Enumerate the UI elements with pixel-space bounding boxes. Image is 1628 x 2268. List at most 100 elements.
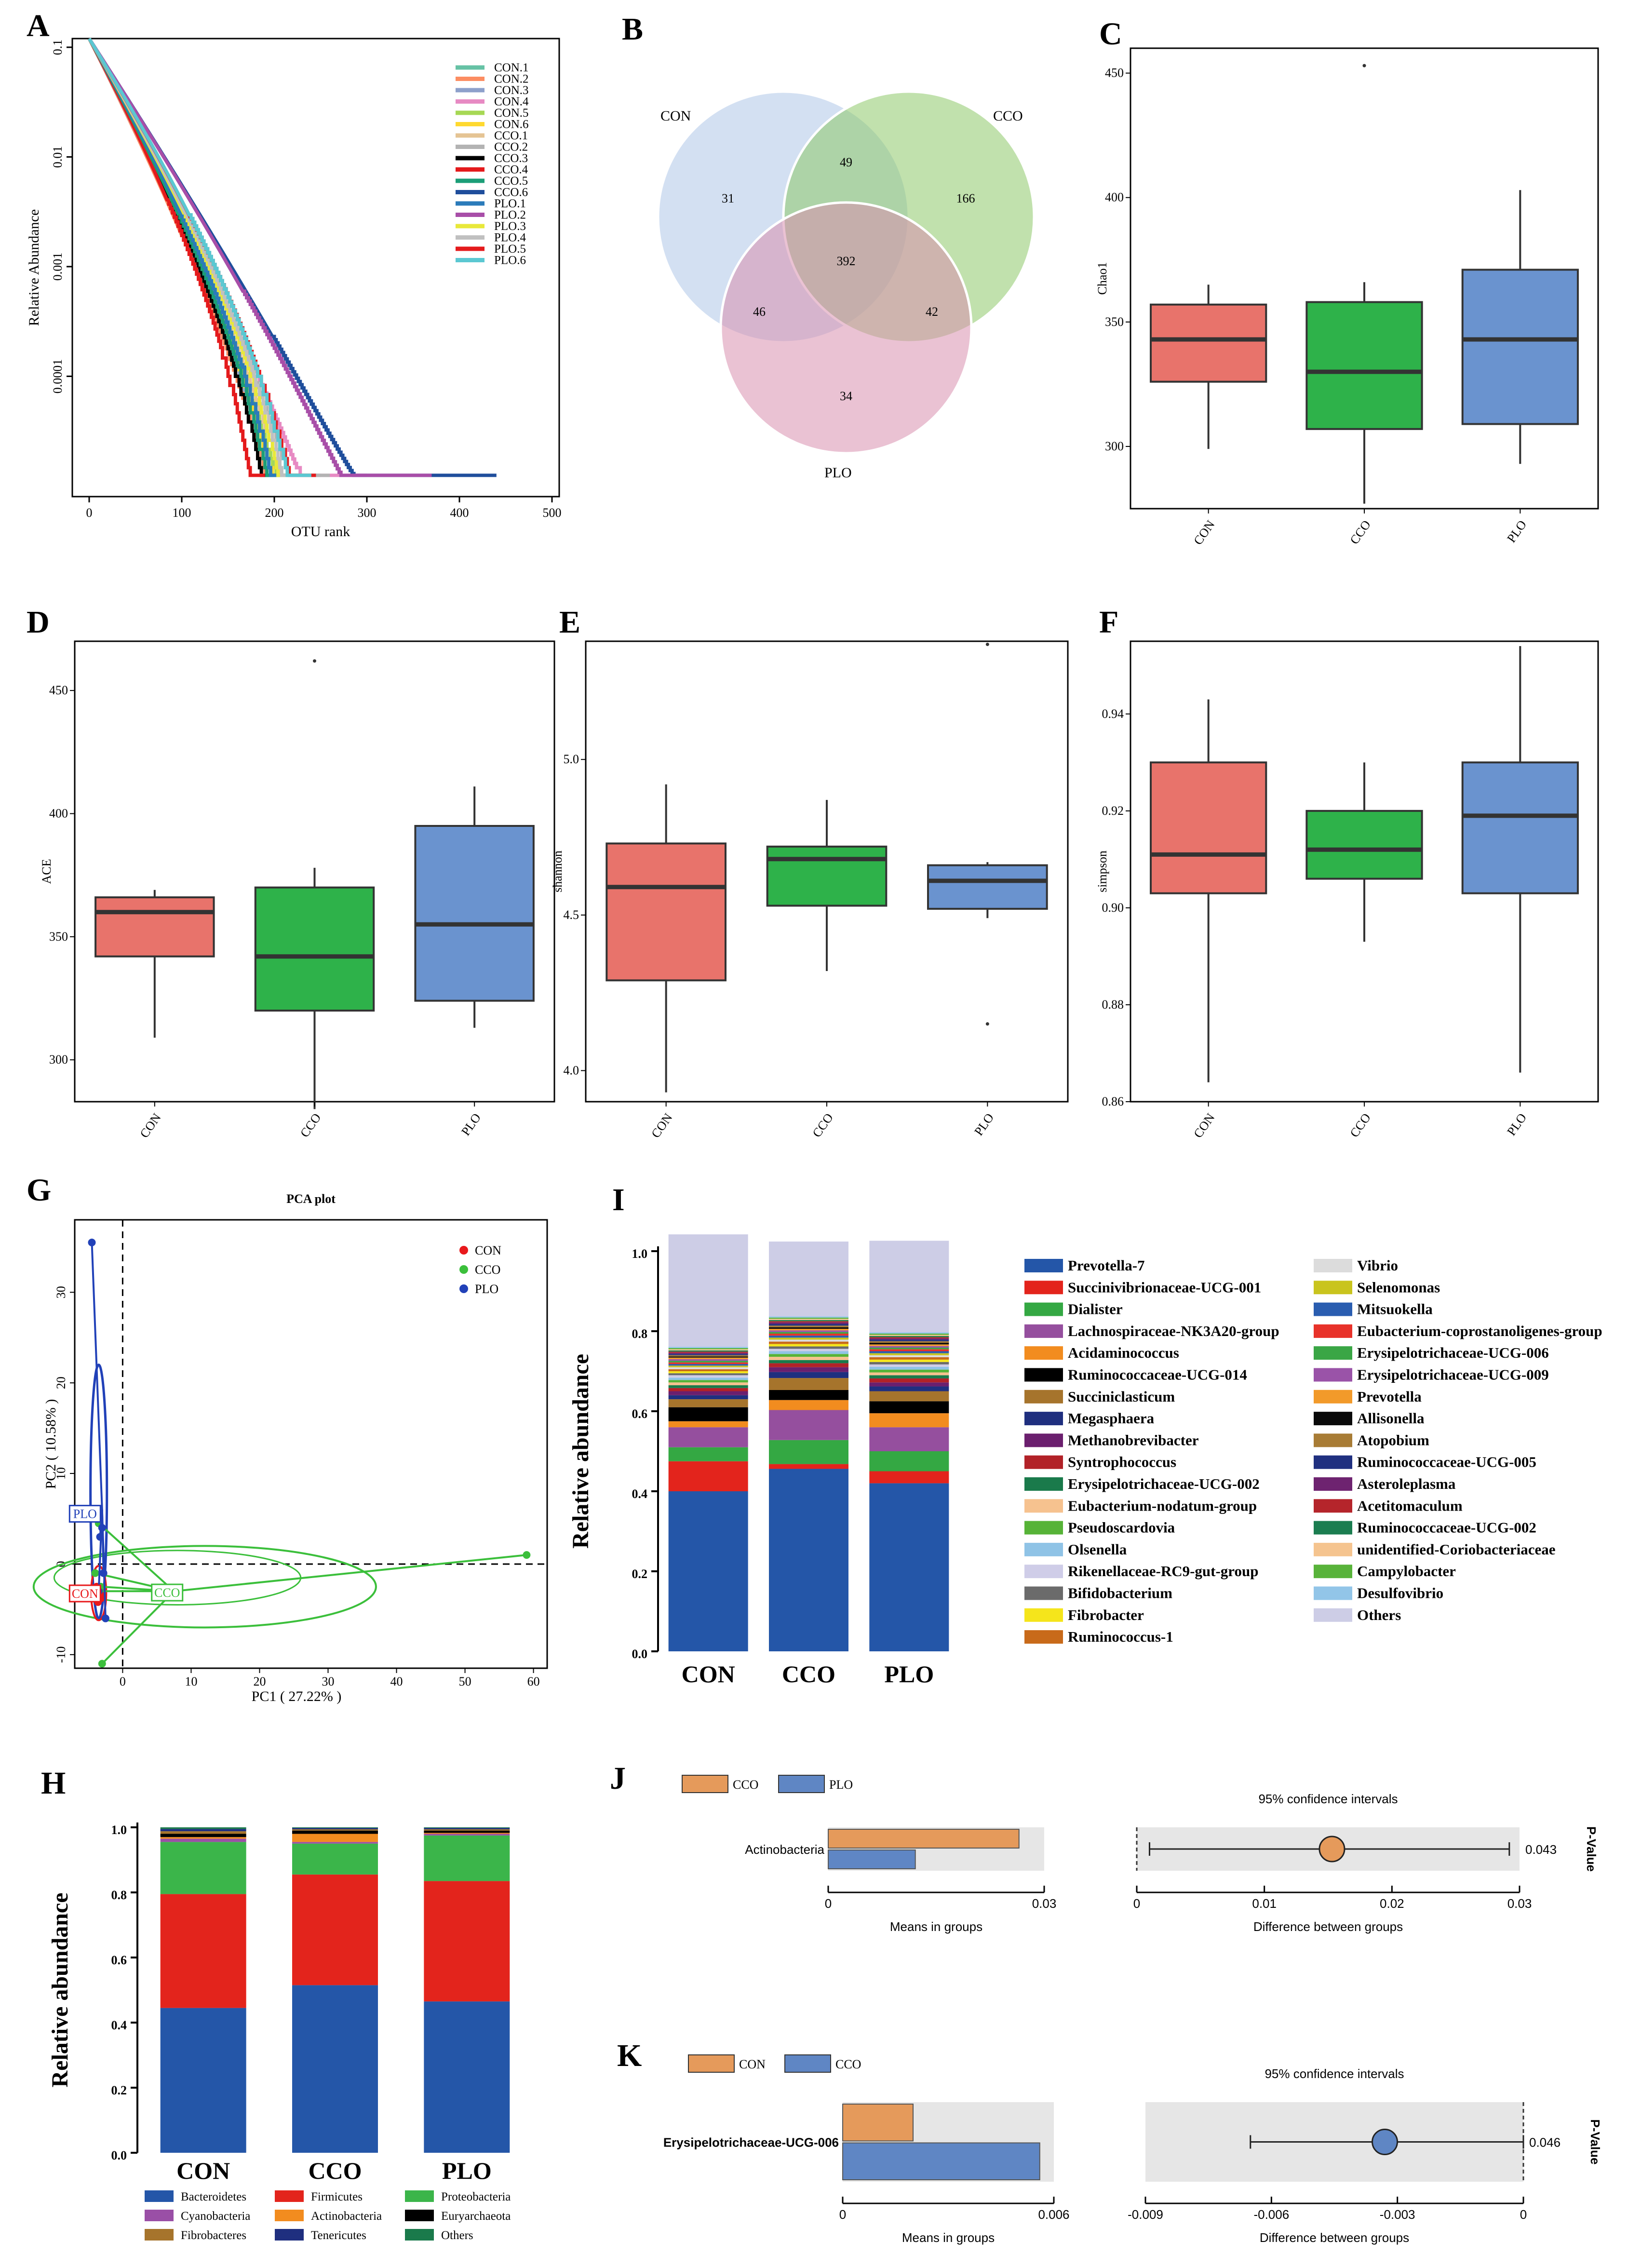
diff-tick-label: 0.03 — [1507, 1896, 1532, 1911]
bar-segment-erysipelotrichaceae-ucg-002 — [869, 1375, 949, 1378]
bar-segment-fibrobacter — [869, 1359, 949, 1362]
panel-d-ace: 300 350 400 450 ACE CON CCO PLO — [40, 640, 555, 1140]
legend-label: Methanobrevibacter — [1068, 1431, 1199, 1448]
bar-segment-actinobacteria — [160, 1837, 246, 1839]
legend-label: Allisonella — [1357, 1410, 1425, 1427]
cco-confidence-ellipse — [32, 1545, 377, 1629]
legend-swatch — [1024, 1281, 1063, 1295]
bar-segment-dialister — [769, 1440, 848, 1464]
legend-label: PLO.2 — [494, 209, 526, 222]
legend-swatch — [1314, 1302, 1352, 1316]
bar-cco — [292, 1827, 378, 2153]
x-tick-label: 0 — [120, 1674, 126, 1688]
set-label-cco: CCO — [993, 108, 1023, 124]
y-tick-label: 4.5 — [564, 908, 579, 922]
bar-segment-bifidobacterium — [668, 1373, 748, 1376]
bar-segment-erysipelotrichaceae-ucg-006 — [668, 1361, 748, 1363]
bar-segment-allisonella — [769, 1327, 848, 1329]
diff-tick-label: 0.02 — [1380, 1896, 1404, 1911]
bar-segment-megasphaera — [668, 1395, 748, 1400]
bar-segment-ruminococcaceae-ucg-005 — [769, 1324, 848, 1326]
bar-segment-others — [668, 1234, 748, 1347]
legend-swatch — [275, 2229, 304, 2241]
bar-segment-ruminococcaceae-ucg-014 — [869, 1401, 949, 1414]
box-con — [1150, 699, 1267, 1082]
y-tick-label: 0.0001 — [51, 359, 65, 394]
legend-label: Ruminococcaceae-UCG-005 — [1357, 1454, 1536, 1471]
legend-dot-con — [459, 1246, 468, 1255]
y-axis-label: Relative abundance — [47, 1892, 73, 2087]
legend-swatch — [1314, 1324, 1352, 1338]
means-tick-label: 0.006 — [1038, 2207, 1069, 2222]
series-line-cco-4 — [87, 38, 265, 477]
bar-segment-firmicutes — [424, 1881, 510, 2002]
bar-segment-others — [869, 1241, 949, 1333]
x-tick-label: 10 — [185, 1674, 197, 1688]
box-body — [1305, 810, 1423, 880]
bar-segment-proteobacteria — [160, 1842, 246, 1894]
legend-label: Rikenellaceae-RC9-gut-group — [1068, 1563, 1259, 1580]
bar-segment-mitsuokella — [668, 1364, 748, 1366]
panel-label-k: K — [617, 2038, 642, 2073]
x-axis-label: OTU rank — [291, 524, 350, 540]
y-tick-label: 0.2 — [632, 1567, 648, 1581]
box-body — [94, 896, 215, 958]
diff-tick-label: -0.006 — [1253, 2207, 1289, 2222]
bar-segment-fibrobacter — [769, 1344, 848, 1347]
legend-label: Pseudoscardovia — [1068, 1519, 1175, 1536]
box-body — [414, 825, 535, 1002]
box-plo — [414, 786, 535, 1028]
legend-label-cco: CCO — [475, 1263, 500, 1277]
legend-swatch — [1024, 1368, 1063, 1382]
bar-segment-prevotella-7 — [869, 1483, 949, 1651]
difference-point — [1372, 2129, 1399, 2155]
legend-label: CCO.2 — [494, 141, 528, 154]
bar-segment-olsenella — [769, 1351, 848, 1354]
y-tick-label: 300 — [49, 1053, 68, 1066]
bar-segment-proteobacteria — [424, 1835, 510, 1881]
legend-label: CCO.6 — [494, 186, 528, 199]
bar-segment-methanobrevibacter — [869, 1382, 949, 1387]
y-tick-label: 0.4 — [111, 2018, 127, 2032]
bar-segment-syntrophococcus — [668, 1388, 748, 1391]
legend-label: CON.4 — [494, 95, 529, 108]
legend: Bacteroidetes Firmicutes Proteobacteria Cya… — [145, 2190, 511, 2242]
legend-label: Eubacterium-nodatum-group — [1068, 1497, 1257, 1514]
legend-label: CCO.4 — [494, 163, 528, 176]
mean-bar-cco — [828, 1829, 1020, 1849]
diff-tick-label: 0.01 — [1252, 1896, 1277, 1911]
data-point — [523, 1551, 531, 1559]
legend-label: Ruminococcaceae-UCG-002 — [1357, 1519, 1536, 1536]
bar-segment-bacteroidetes — [424, 2001, 510, 2153]
legend-label: Others — [441, 2229, 473, 2242]
centroid-tag-plo — [68, 1505, 101, 1523]
legend: Prevotella-7 Succinivibrionaceae-UCG-001 D… — [1024, 1257, 1602, 1645]
spoke-line — [174, 1554, 527, 1593]
bar-segment-cyanobacteria — [292, 1842, 378, 1844]
box-body — [605, 842, 727, 982]
legend-swatch — [145, 2190, 174, 2202]
legend-swatch — [1314, 1477, 1352, 1491]
legend-label: Campylobacter — [1357, 1563, 1456, 1580]
bar-segment-fibrobacteres — [160, 1831, 246, 1834]
legend-swatch-plo — [778, 1775, 825, 1793]
bar-segment-lachnospiraceae-nk3a20-group — [769, 1410, 848, 1440]
legend-swatch — [1024, 1433, 1063, 1447]
bar-plo — [869, 1241, 949, 1651]
bar-segment-bifidobacterium — [769, 1346, 848, 1349]
plot-frame — [71, 38, 560, 498]
legend-label: Olsenella — [1068, 1541, 1127, 1558]
bar-segment-ruminococcus-1 — [869, 1357, 949, 1360]
bar-segment-allisonella — [869, 1343, 949, 1345]
bar-segment-succiniclasticum — [769, 1378, 848, 1390]
bar-segment-eubacterium-coprostanoligenes-group — [769, 1333, 848, 1336]
outlier-point — [313, 659, 316, 663]
bar-plo — [424, 1827, 510, 2153]
bar-segment-syntrophococcus — [869, 1378, 949, 1383]
legend-label: CON.3 — [494, 84, 529, 97]
set-label-plo: PLO — [824, 465, 852, 481]
bar-segment-euryarchaeota — [160, 1834, 246, 1837]
bar-segment-methanobrevibacter — [668, 1391, 748, 1395]
legend-label: Firmicutes — [311, 2190, 363, 2203]
bar-segment-acidaminococcus — [869, 1413, 949, 1428]
